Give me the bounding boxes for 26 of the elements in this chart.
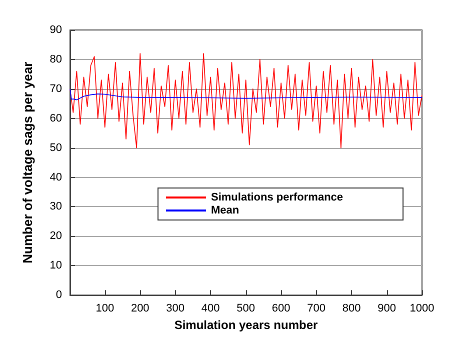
x-tick-label: 300 bbox=[166, 302, 185, 315]
y-tick-label: 70 bbox=[50, 82, 62, 95]
line-series bbox=[70, 88, 422, 100]
y-tick-label: 60 bbox=[50, 112, 62, 124]
x-axis-title: Simulation years number bbox=[174, 318, 318, 332]
legend-label: Mean bbox=[211, 204, 240, 216]
x-tick-label: 700 bbox=[307, 302, 326, 315]
x-tick-label: 200 bbox=[130, 302, 150, 315]
y-tick-label: 10 bbox=[50, 260, 62, 272]
y-tick-label: 80 bbox=[50, 53, 62, 66]
x-tick-label: 100 bbox=[96, 302, 114, 315]
y-tick-label: 0 bbox=[56, 289, 62, 302]
y-tick-label: 40 bbox=[50, 171, 62, 184]
y-axis-title: Number of voltage sags per year bbox=[20, 62, 35, 264]
x-tick-label: 400 bbox=[201, 302, 220, 315]
x-tick-label: 500 bbox=[236, 302, 256, 315]
y-tick-label: 30 bbox=[50, 200, 62, 213]
legend-label: Simulations performance bbox=[211, 192, 344, 204]
x-tick-label: 900 bbox=[378, 302, 396, 315]
x-tick-label: 800 bbox=[342, 302, 361, 315]
y-tick-label: 90 bbox=[50, 24, 62, 36]
x-tick-label: 1000 bbox=[410, 302, 434, 315]
y-tick-label: 20 bbox=[50, 230, 62, 242]
line-series bbox=[70, 53, 422, 148]
y-tick-label: 50 bbox=[50, 142, 62, 154]
x-tick-label: 600 bbox=[272, 302, 290, 315]
